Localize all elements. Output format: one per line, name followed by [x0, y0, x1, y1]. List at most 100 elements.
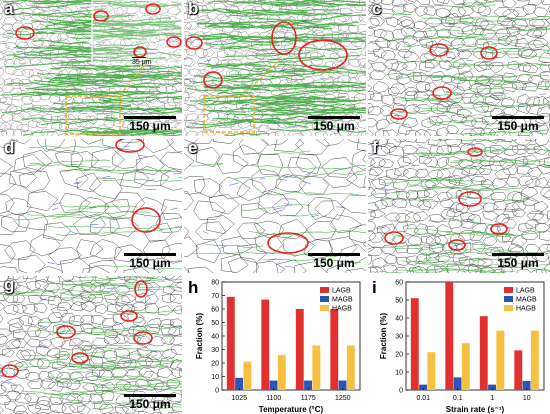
- panel-label-h: h: [188, 278, 198, 297]
- bar-lagb-0.01: [410, 298, 419, 390]
- highlight-ellipse: [490, 223, 508, 235]
- legend-label-magb: MAGB: [516, 297, 537, 304]
- legend-swatch-hagb: [504, 305, 513, 311]
- y-tick-label: 40: [395, 316, 403, 323]
- zoom-region-box: [203, 95, 255, 133]
- inset-scale-text-a: 35 μm: [132, 59, 152, 66]
- highlight-ellipse: [15, 26, 35, 40]
- bar-lagb-10: [514, 350, 523, 390]
- x-axis-label: Strain rate (s⁻¹): [446, 405, 505, 414]
- micrograph-panel-c: c 150 μm: [368, 0, 550, 136]
- highlight-ellipse: [133, 331, 153, 345]
- y-tick-label: 60: [211, 307, 219, 314]
- zoom-connector: [119, 63, 146, 97]
- x-tick-label: 1: [490, 395, 494, 402]
- y-tick-label: 40: [211, 334, 219, 341]
- bar-lagb-1100: [261, 299, 270, 390]
- highlight-ellipse: [448, 239, 466, 251]
- inset-frame: [91, 0, 182, 65]
- chart-panel-i: i 0 10 20 30 40 50 60 Fraction (%) 0.01 0.1 1 10 Stra…: [368, 276, 550, 414]
- y-tick-label: 20: [395, 352, 403, 359]
- bar-hagb-0.1: [461, 343, 470, 390]
- grain-network: [0, 276, 182, 414]
- medium-angle-boundaries: [13, 6, 182, 135]
- x-axis-label: Temperature (°C): [259, 405, 324, 414]
- y-tick-label: 70: [211, 293, 219, 300]
- x-tick-label: 1175: [301, 395, 316, 402]
- bar-magb-1: [488, 384, 496, 390]
- y-axis-label: Fraction (%): [379, 313, 388, 360]
- y-tick-label: 20: [211, 361, 219, 368]
- micrograph-panel-f: f 150 μm: [368, 139, 550, 273]
- scale-bar-e: 150 μm: [308, 253, 360, 269]
- y-tick-label: 10: [211, 374, 219, 381]
- highlight-ellipse: [185, 36, 203, 50]
- bar-hagb-1250: [346, 345, 355, 390]
- bar-magb-1025: [235, 377, 243, 390]
- bar-magb-10: [522, 381, 531, 390]
- highlight-ellipse: [298, 39, 348, 71]
- highlight-ellipse: [120, 310, 138, 322]
- highlight-ellipse: [131, 207, 161, 233]
- y-axis-label: Fraction (%): [195, 313, 204, 360]
- scale-text-f: 150 μm: [497, 256, 539, 270]
- grain-network: [368, 139, 550, 273]
- low-angle-boundaries: [188, 150, 366, 263]
- panel-label-b: b: [188, 0, 199, 18]
- grain-boundary-map-a: [0, 0, 182, 136]
- panel-label-f: f: [372, 139, 378, 157]
- bar-chart-i: i 0 10 20 30 40 50 60 Fraction (%) 0.01 0.1 1 10 Stra…: [372, 278, 545, 414]
- bar-hagb-10: [530, 330, 539, 390]
- highlight-ellipse: [203, 71, 223, 89]
- bar-lagb-1250: [330, 309, 339, 390]
- micrograph-panel-d: d 150 μm: [0, 139, 182, 273]
- bar-hagb-1175: [312, 345, 321, 390]
- medium-angle-boundaries: [47, 145, 182, 267]
- scale-bar-a: 150 μm: [124, 116, 176, 132]
- legend-swatch-lagb: [320, 287, 329, 293]
- highlight-ellipse: [432, 86, 452, 100]
- zoom-region-box: [65, 95, 121, 135]
- micrograph-panel-g: g 150 μm: [0, 276, 182, 414]
- y-tick-label: 50: [395, 298, 403, 305]
- bar-hagb-1100: [277, 354, 286, 390]
- highlight-ellipse: [166, 36, 182, 48]
- bar-magb-1100: [269, 380, 278, 390]
- highlight-ellipse: [267, 232, 309, 254]
- legend-label-magb: MAGB: [332, 297, 353, 304]
- panel-label-d: d: [4, 139, 15, 157]
- grain-boundary-map-f: [368, 139, 550, 273]
- grain-boundary-map-b: [184, 0, 366, 136]
- highlight-ellipse: [1, 364, 19, 378]
- low-angle-boundaries: [368, 0, 550, 136]
- highlight-ellipse: [271, 21, 297, 55]
- legend-swatch-lagb: [504, 287, 513, 293]
- grain-boundary-map-g: [0, 276, 182, 414]
- grain-boundary-map-d: [0, 139, 182, 273]
- zoom-connector: [241, 59, 281, 97]
- x-tick-label: 0.1: [453, 395, 463, 402]
- legend-swatch-hagb: [320, 305, 329, 311]
- highlight-ellipse: [390, 108, 408, 120]
- legend-label-hagb: HAGB: [516, 306, 536, 313]
- highlight-ellipse: [134, 280, 148, 298]
- medium-angle-boundaries: [1, 287, 182, 408]
- grain-boundary-map-e: [184, 139, 366, 273]
- panel-label-g: g: [4, 276, 15, 294]
- bar-lagb-0.1: [445, 282, 454, 390]
- scale-text-d: 150 μm: [129, 256, 171, 270]
- medium-angle-boundaries: [369, 21, 547, 108]
- highlight-ellipse: [458, 191, 482, 207]
- y-tick-label: 0: [215, 388, 219, 395]
- bar-lagb-1175: [295, 309, 304, 390]
- scale-bar-f: 150 μm: [492, 253, 544, 269]
- bar-magb-0.1: [453, 377, 462, 390]
- y-tick-label: 60: [395, 280, 403, 287]
- legend-label-lagb: LAGB: [332, 288, 351, 295]
- bar-lagb-1: [479, 316, 488, 390]
- highlight-ellipse: [56, 325, 76, 339]
- bar-magb-1175: [304, 380, 312, 390]
- scale-text-b: 150 μm: [313, 119, 355, 133]
- medium-angle-boundaries: [202, 162, 344, 268]
- y-tick-label: 30: [211, 347, 219, 354]
